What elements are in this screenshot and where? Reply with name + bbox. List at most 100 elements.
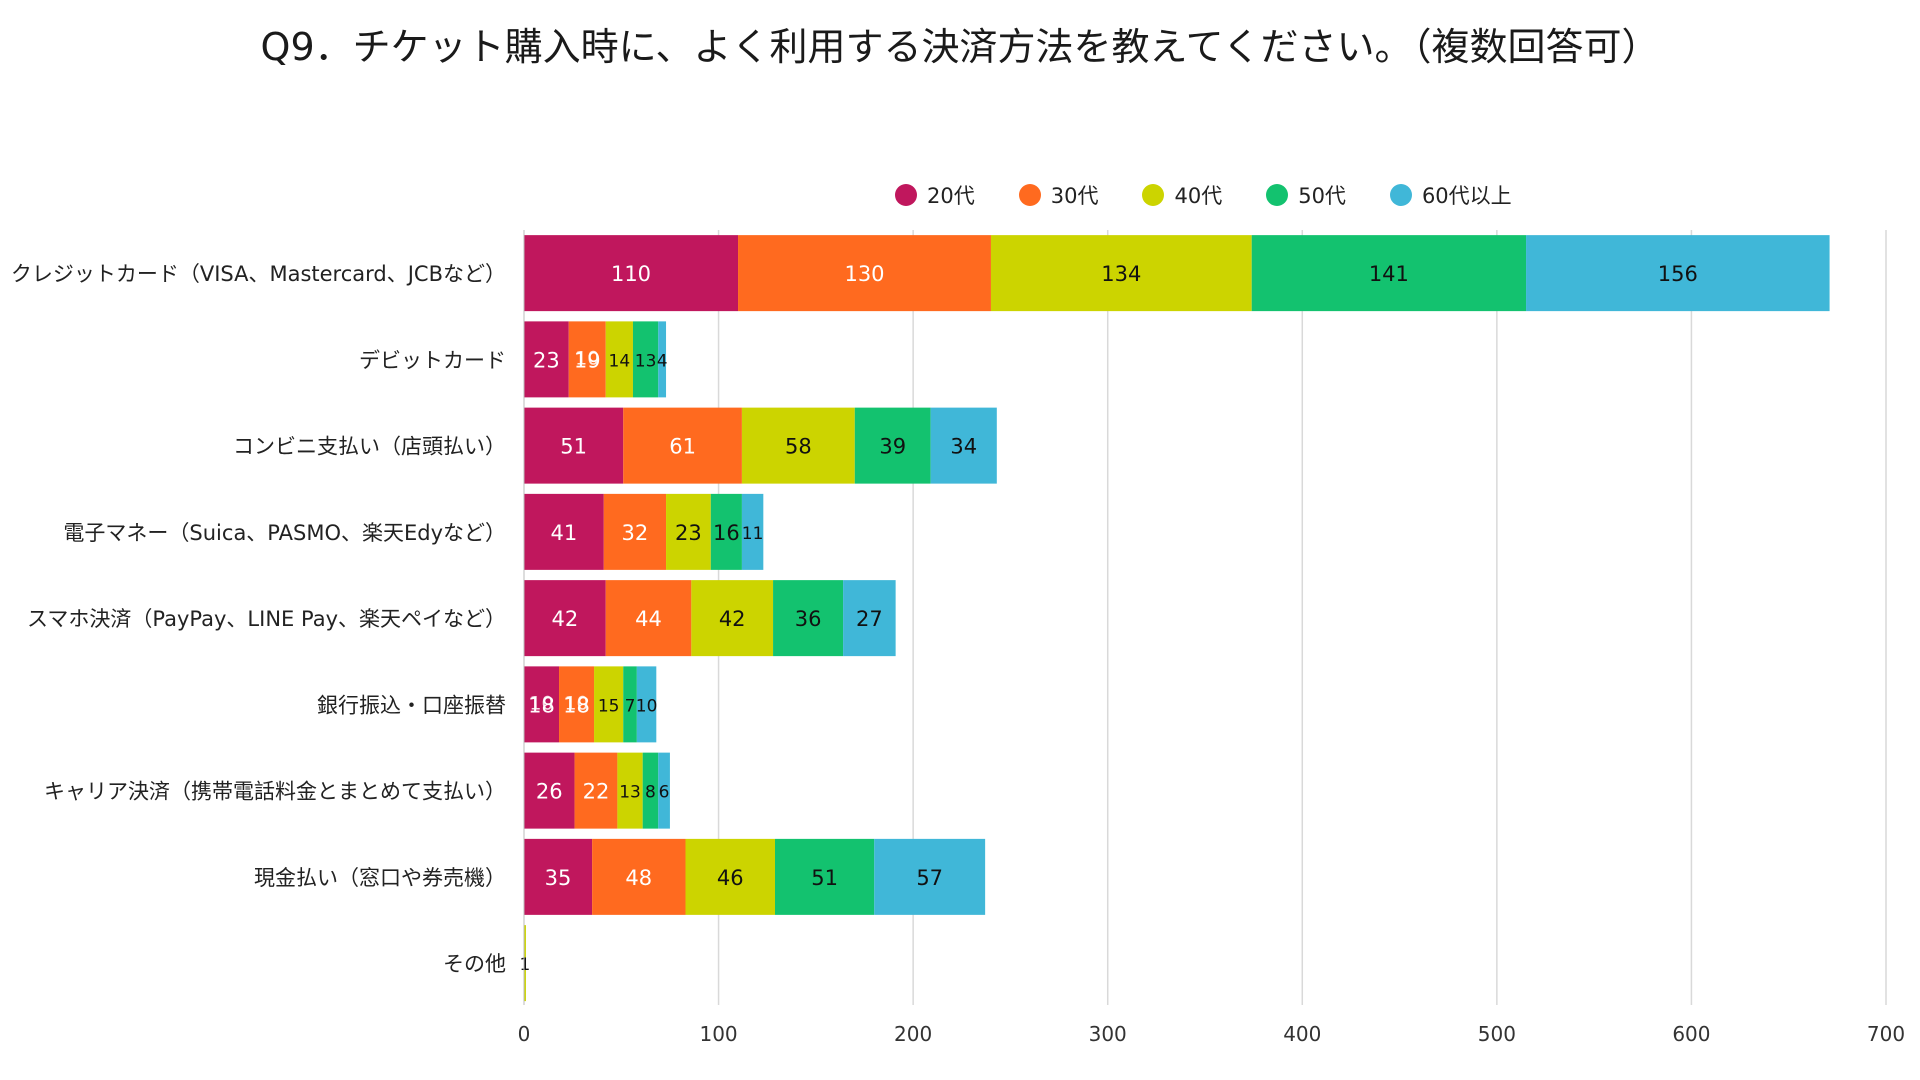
data-label: 13 xyxy=(635,351,657,371)
bar-segment xyxy=(874,838,986,915)
legend-label: 30代 xyxy=(1050,184,1099,208)
legend: 20代 30代 40代 50代 60代以上 xyxy=(895,180,1512,210)
bar-segment xyxy=(574,752,618,829)
legend-swatch xyxy=(1266,184,1289,206)
data-label-overlap: 10 xyxy=(529,692,553,714)
x-tick-label-0: 0 xyxy=(518,1022,531,1046)
bar-segment xyxy=(658,321,667,398)
data-label: 8 xyxy=(645,783,656,803)
bar-segment xyxy=(710,493,742,570)
bar-segment xyxy=(594,666,624,743)
data-label-overlap: 10 xyxy=(564,692,588,714)
data-label: 13 xyxy=(619,783,641,803)
data-label: 34 xyxy=(950,435,977,459)
data-label: 42 xyxy=(551,607,578,631)
bar-segment xyxy=(666,493,711,570)
data-label: 27 xyxy=(856,607,883,631)
bar-segment xyxy=(524,580,606,657)
data-label: 51 xyxy=(811,866,838,890)
bar-segment xyxy=(524,321,569,398)
category-label: スマホ決済（PayPay、LINE Pay、楽天ペイなど） xyxy=(27,607,506,631)
category-label: デビットカード xyxy=(359,348,506,372)
data-label: 58 xyxy=(785,435,812,459)
category-label: その他 xyxy=(443,952,506,976)
data-label: 41 xyxy=(551,521,578,545)
bar-segment xyxy=(524,493,604,570)
bar-segment xyxy=(773,580,844,657)
legend-swatch xyxy=(1018,184,1041,206)
legend-item[interactable]: 40代 xyxy=(1142,180,1222,210)
legend-item[interactable]: 20代 xyxy=(895,180,975,210)
data-label: 156 xyxy=(1658,262,1698,286)
bar-segment xyxy=(738,235,991,312)
legend-swatch xyxy=(1389,184,1412,206)
data-label: 36 xyxy=(795,607,822,631)
legend-item[interactable]: 60代以上 xyxy=(1389,180,1512,210)
bar-segment xyxy=(623,407,742,484)
x-tick-label-500: 500 xyxy=(1478,1022,1516,1046)
bar-segment xyxy=(685,838,775,915)
bar-segment xyxy=(632,321,659,398)
data-label: 130 xyxy=(844,262,884,286)
x-tick-label-200: 200 xyxy=(894,1022,932,1046)
data-label: 46 xyxy=(717,866,744,890)
bar-segment xyxy=(623,666,637,743)
data-label: 6 xyxy=(659,783,670,803)
legend-swatch xyxy=(1142,184,1165,206)
bar-segment xyxy=(741,407,855,484)
legend-item[interactable]: 50代 xyxy=(1266,180,1346,210)
data-label: 23 xyxy=(675,521,702,545)
data-label: 4 xyxy=(657,351,668,371)
bar-segment xyxy=(524,407,624,484)
bar-segment xyxy=(603,493,667,570)
data-label: 57 xyxy=(916,866,943,890)
data-label: 42 xyxy=(719,607,746,631)
category-label: キャリア決済（携帯電話料金とまとめて支払い） xyxy=(44,780,506,804)
bar-segment xyxy=(1251,235,1527,312)
data-label: 44 xyxy=(635,607,662,631)
data-label: 14 xyxy=(609,351,631,371)
bar-segment xyxy=(524,666,560,743)
bar-segment xyxy=(854,407,931,484)
legend-label: 60代以上 xyxy=(1421,184,1512,208)
bar-segment xyxy=(636,666,657,743)
bar-segment xyxy=(559,666,595,743)
category-label: 電子マネー（Suica、PASMO、楽天Edyなど） xyxy=(63,521,506,545)
data-label: 16 xyxy=(713,521,740,545)
data-label-overlap: 10 xyxy=(575,347,599,369)
bar-segment xyxy=(568,321,606,398)
bar-segment xyxy=(843,580,896,657)
bar-segment xyxy=(592,838,686,915)
legend-label: 50代 xyxy=(1298,184,1346,208)
data-label: 18 xyxy=(563,693,590,717)
data-label: 15 xyxy=(598,696,620,716)
bar-segment xyxy=(774,838,875,915)
x-tick-label-300: 300 xyxy=(1089,1022,1127,1046)
data-label: 26 xyxy=(536,780,563,804)
x-tick-label-700: 700 xyxy=(1867,1022,1905,1046)
data-label: 11 xyxy=(742,524,764,544)
bar-segment xyxy=(524,838,593,915)
data-label: 48 xyxy=(625,866,652,890)
bar-segment xyxy=(642,752,659,829)
data-label: 51 xyxy=(560,435,587,459)
legend-item[interactable]: 30代 xyxy=(1018,180,1099,210)
bar-segment xyxy=(605,321,633,398)
bar-segment xyxy=(990,235,1252,312)
data-label: 141 xyxy=(1369,262,1409,286)
data-label: 1 xyxy=(520,955,531,975)
bar-segment xyxy=(605,580,692,657)
legend-label: 20代 xyxy=(927,184,975,208)
bar-segment xyxy=(524,235,739,312)
category-label: コンビニ支払い（店頭払い） xyxy=(233,435,506,459)
bar-segment xyxy=(691,580,774,657)
bar-segment xyxy=(1526,235,1830,312)
data-label: 61 xyxy=(669,435,696,459)
x-tick-label-100: 100 xyxy=(699,1022,737,1046)
bar-segment xyxy=(524,752,575,829)
data-label: 134 xyxy=(1101,262,1141,286)
data-label: 35 xyxy=(545,866,572,890)
data-label: 10 xyxy=(636,696,658,716)
data-label: 23 xyxy=(533,348,560,372)
